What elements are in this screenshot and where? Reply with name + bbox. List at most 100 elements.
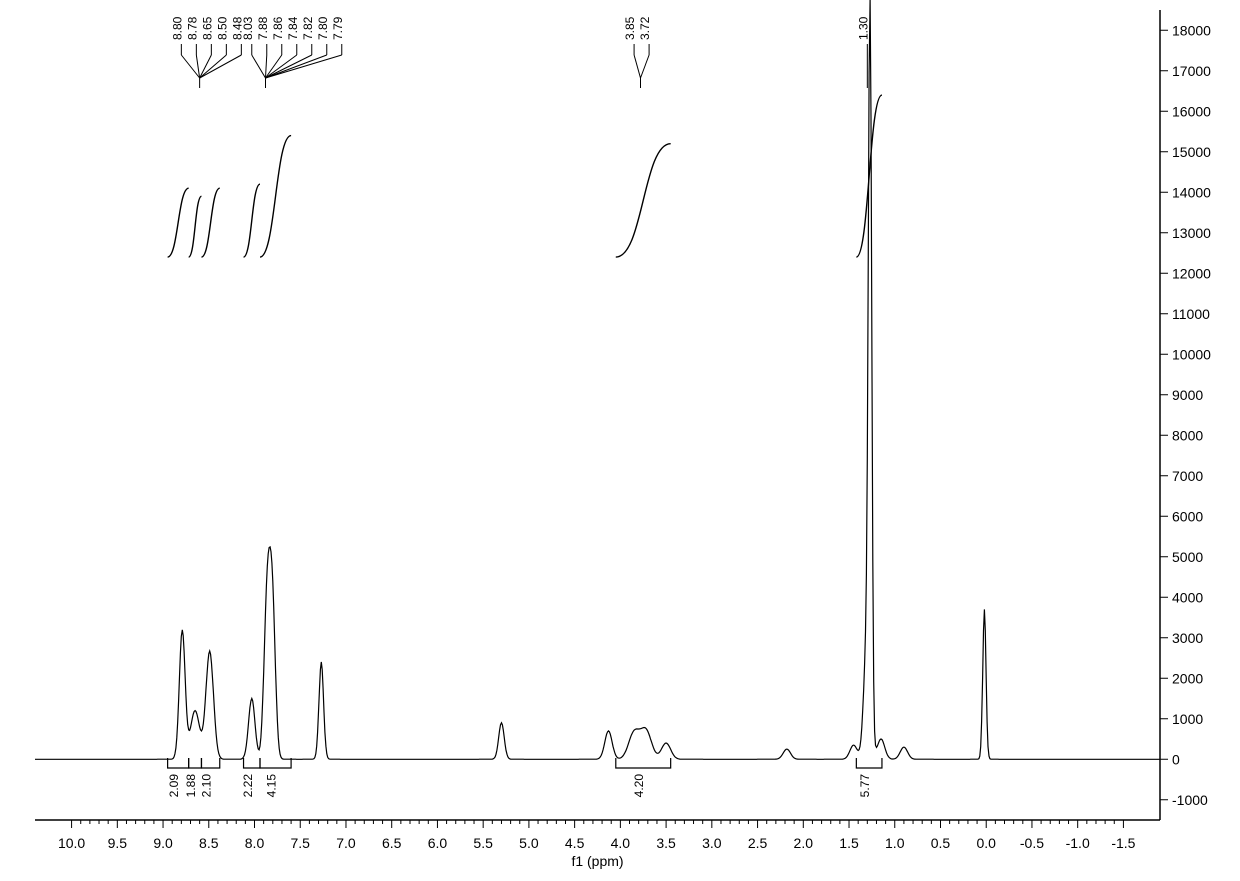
y-tick-label: -1000 xyxy=(1172,792,1208,808)
svg-text:7.84: 7.84 xyxy=(286,16,300,40)
y-tick-label: 4000 xyxy=(1172,589,1203,605)
x-tick-label: 9.0 xyxy=(153,835,173,851)
x-tick-label: 0.5 xyxy=(931,835,951,851)
y-tick-label: 16000 xyxy=(1172,103,1211,119)
svg-text:7.80: 7.80 xyxy=(316,16,330,40)
y-tick-label: 9000 xyxy=(1172,387,1203,403)
y-tick-label: 2000 xyxy=(1172,670,1203,686)
y-tick-label: 17000 xyxy=(1172,63,1211,79)
x-tick-label: 2.5 xyxy=(748,835,768,851)
y-tick-label: 8000 xyxy=(1172,427,1203,443)
integral-bracket xyxy=(189,758,202,768)
peak-label-stem xyxy=(634,55,640,78)
integral-label: 4.15 xyxy=(265,774,279,798)
peak-label: 8.50 xyxy=(215,16,229,40)
x-tick-label: 9.5 xyxy=(108,835,128,851)
x-tick-label: 4.0 xyxy=(611,835,631,851)
integral-label: 4.20 xyxy=(632,774,646,798)
svg-text:7.88: 7.88 xyxy=(256,16,270,40)
integral-bracket xyxy=(244,758,260,768)
integral-bracket xyxy=(856,758,882,768)
svg-text:3.85: 3.85 xyxy=(623,16,637,40)
x-tick-label: 3.0 xyxy=(702,835,722,851)
peak-label: 7.88 xyxy=(256,16,270,40)
x-tick-label: 4.5 xyxy=(565,835,585,851)
svg-text:2.22: 2.22 xyxy=(241,774,255,798)
x-tick-label: 6.5 xyxy=(382,835,402,851)
y-tick-label: 6000 xyxy=(1172,508,1203,524)
integral-curve xyxy=(244,184,260,257)
peak-label-stem xyxy=(265,55,326,78)
y-tick-label: 15000 xyxy=(1172,144,1211,160)
svg-text:1.88: 1.88 xyxy=(184,774,198,798)
y-tick-label: 1000 xyxy=(1172,711,1203,727)
x-tick-label: 7.5 xyxy=(291,835,311,851)
svg-text:8.78: 8.78 xyxy=(185,16,199,40)
svg-text:8.65: 8.65 xyxy=(200,16,214,40)
x-tick-label: 2.0 xyxy=(794,835,814,851)
x-tick-label: 8.0 xyxy=(245,835,265,851)
x-tick-label: 1.0 xyxy=(885,835,905,851)
peak-label-stem xyxy=(200,55,227,78)
x-tick-label: -1.0 xyxy=(1066,835,1090,851)
y-tick-label: 14000 xyxy=(1172,184,1211,200)
y-tick-label: 0 xyxy=(1172,751,1180,767)
svg-text:1.30: 1.30 xyxy=(856,16,870,40)
peak-label: 8.03 xyxy=(241,16,255,40)
x-tick-label: -0.5 xyxy=(1020,835,1044,851)
peak-label-stem xyxy=(640,55,649,78)
peak-label: 7.86 xyxy=(271,16,285,40)
spectrum-trace xyxy=(35,0,1160,759)
svg-text:2.10: 2.10 xyxy=(200,774,214,798)
y-tick-label: 7000 xyxy=(1172,468,1203,484)
peak-label: 3.72 xyxy=(638,16,652,40)
peak-label: 7.79 xyxy=(331,16,345,40)
svg-text:7.82: 7.82 xyxy=(301,16,315,40)
integral-curve xyxy=(616,144,671,257)
y-tick-label: 3000 xyxy=(1172,630,1203,646)
peak-label-stem xyxy=(265,55,296,78)
peak-label: 1.30 xyxy=(856,16,870,40)
y-tick-label: 13000 xyxy=(1172,225,1211,241)
integral-curve xyxy=(260,136,291,257)
x-tick-label: 8.5 xyxy=(199,835,219,851)
peak-label: 7.84 xyxy=(286,16,300,40)
nmr-spectrum-svg: 10.09.59.08.58.07.57.06.56.05.55.04.54.0… xyxy=(0,0,1240,881)
integral-label: 5.77 xyxy=(858,774,872,798)
integral-label: 2.10 xyxy=(200,774,214,798)
integral-label: 2.22 xyxy=(241,774,255,798)
x-tick-label: 3.5 xyxy=(656,835,676,851)
svg-text:8.50: 8.50 xyxy=(215,16,229,40)
peak-label: 8.65 xyxy=(200,16,214,40)
x-tick-label: -1.5 xyxy=(1111,835,1135,851)
integral-bracket xyxy=(616,758,671,768)
peak-label: 7.82 xyxy=(301,16,315,40)
integral-label: 2.09 xyxy=(167,774,181,798)
peak-label: 7.80 xyxy=(316,16,330,40)
peak-label-stem xyxy=(252,55,266,78)
x-tick-label: 0.0 xyxy=(976,835,996,851)
integral-bracket xyxy=(201,758,219,768)
svg-text:8.80: 8.80 xyxy=(170,16,184,40)
svg-text:8.03: 8.03 xyxy=(241,16,255,40)
peak-label: 3.85 xyxy=(623,16,637,40)
y-tick-label: 11000 xyxy=(1172,306,1210,322)
x-tick-label: 5.5 xyxy=(473,835,493,851)
svg-text:7.86: 7.86 xyxy=(271,16,285,40)
y-tick-label: 12000 xyxy=(1172,265,1211,281)
x-axis-label: f1 (ppm) xyxy=(571,853,623,869)
integral-curve xyxy=(189,196,202,257)
svg-text:5.77: 5.77 xyxy=(858,774,872,798)
peak-label: 8.78 xyxy=(185,16,199,40)
svg-text:4.15: 4.15 xyxy=(265,774,279,798)
svg-text:2.09: 2.09 xyxy=(167,774,181,798)
peak-label-stem xyxy=(265,55,341,78)
x-tick-label: 1.5 xyxy=(839,835,859,851)
svg-text:4.20: 4.20 xyxy=(632,774,646,798)
y-tick-label: 10000 xyxy=(1172,346,1211,362)
svg-text:7.79: 7.79 xyxy=(331,16,345,40)
integral-label: 1.88 xyxy=(184,774,198,798)
y-tick-label: 18000 xyxy=(1172,22,1211,38)
peak-label: 8.80 xyxy=(170,16,184,40)
x-tick-label: 10.0 xyxy=(58,835,85,851)
